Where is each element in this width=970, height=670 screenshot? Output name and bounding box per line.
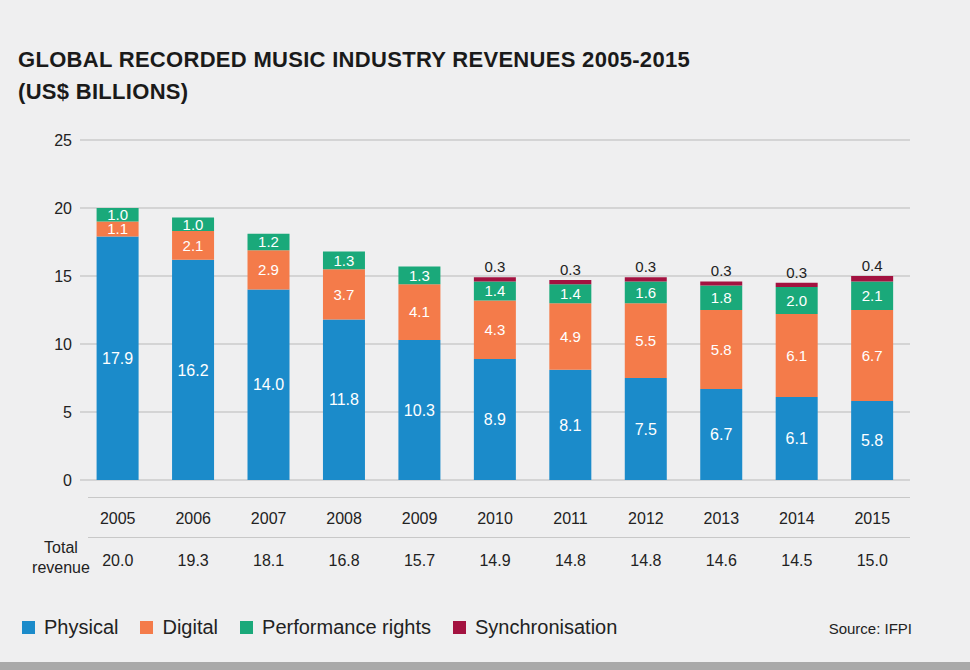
svg-text:0.3: 0.3 [484,258,505,275]
svg-text:0.3: 0.3 [786,264,807,281]
svg-text:10.3: 10.3 [404,402,435,419]
svg-text:25: 25 [54,132,72,149]
svg-text:14.5: 14.5 [781,552,812,569]
svg-text:1.6: 1.6 [635,284,656,301]
svg-text:2.1: 2.1 [862,287,883,304]
svg-text:6.7: 6.7 [862,347,883,364]
svg-text:0.3: 0.3 [560,261,581,278]
svg-text:20: 20 [54,200,72,217]
svg-text:2014: 2014 [779,510,815,527]
svg-text:5.8: 5.8 [711,341,732,358]
svg-text:18.1: 18.1 [253,552,284,569]
svg-text:2.9: 2.9 [258,261,279,278]
svg-text:14.8: 14.8 [630,552,661,569]
svg-text:14.9: 14.9 [479,552,510,569]
svg-text:2015: 2015 [854,510,890,527]
svg-text:2.1: 2.1 [183,237,204,254]
html-text:Physical: Physical [44,616,119,638]
svg-text:2013: 2013 [704,510,740,527]
svg-text:7.5: 7.5 [635,421,657,438]
svg-text:0.3: 0.3 [635,258,656,275]
svg-text:2005: 2005 [100,510,136,527]
svg-text:20.0: 20.0 [102,552,133,569]
svg-text:1.3: 1.3 [409,267,430,284]
svg-text:16.8: 16.8 [329,552,360,569]
html-text:Synchronisation: Synchronisation [475,616,618,638]
html-text:Digital: Digital [162,616,219,638]
svg-text:8.9: 8.9 [484,411,506,428]
html-text:(US$ BILLIONS): (US$ BILLIONS) [18,79,189,104]
svg-text:6.1: 6.1 [786,430,808,447]
svg-text:15.0: 15.0 [857,552,888,569]
html-text:Total revenue: Total revenue [32,539,90,576]
svg-text:0.4: 0.4 [862,257,883,274]
svg-text:2009: 2009 [402,510,438,527]
svg-text:5: 5 [63,404,72,421]
svg-text:1.8: 1.8 [711,289,732,306]
svg-text:1.2: 1.2 [258,233,279,250]
svg-text:2006: 2006 [175,510,211,527]
html-text:GLOBAL RECORDED MUSIC INDUSTRY: GLOBAL RECORDED MUSIC INDUSTRY REVENUES … [18,47,690,72]
svg-text:0: 0 [63,472,72,489]
svg-text:3.7: 3.7 [334,286,355,303]
svg-text:2011: 2011 [553,510,588,527]
svg-text:16.2: 16.2 [177,362,208,379]
svg-text:2010: 2010 [477,510,513,527]
svg-text:4.3: 4.3 [484,321,505,338]
svg-text:10: 10 [54,336,72,353]
svg-text:2008: 2008 [326,510,362,527]
svg-text:17.9: 17.9 [102,350,133,367]
svg-text:2.0: 2.0 [786,292,807,309]
svg-text:2007: 2007 [251,510,287,527]
svg-text:2012: 2012 [628,510,664,527]
svg-text:1.1: 1.1 [107,220,128,238]
svg-text:15.7: 15.7 [404,552,435,569]
svg-text:4.9: 4.9 [560,328,581,345]
svg-text:14.8: 14.8 [555,552,586,569]
svg-text:19.3: 19.3 [178,552,209,569]
svg-text:4.1: 4.1 [409,303,430,320]
svg-text:11.8: 11.8 [329,391,359,408]
svg-text:6.7: 6.7 [710,426,732,443]
svg-text:14.0: 14.0 [253,376,284,393]
svg-text:0.3: 0.3 [711,262,732,279]
html-text:Performance rights: Performance rights [262,616,431,638]
svg-text:6.1: 6.1 [786,347,807,364]
svg-text:1.0: 1.0 [107,206,128,223]
svg-text:1.4: 1.4 [484,282,505,299]
html-text:Source: IFPI: Source: IFPI [828,620,912,637]
svg-text:15: 15 [54,268,72,285]
svg-text:14.6: 14.6 [706,552,737,569]
svg-text:5.5: 5.5 [635,332,656,349]
svg-text:1.0: 1.0 [183,216,204,233]
svg-text:1.3: 1.3 [334,252,355,269]
svg-text:8.1: 8.1 [559,417,581,434]
svg-text:1.4: 1.4 [560,285,581,302]
svg-text:5.8: 5.8 [861,432,883,449]
